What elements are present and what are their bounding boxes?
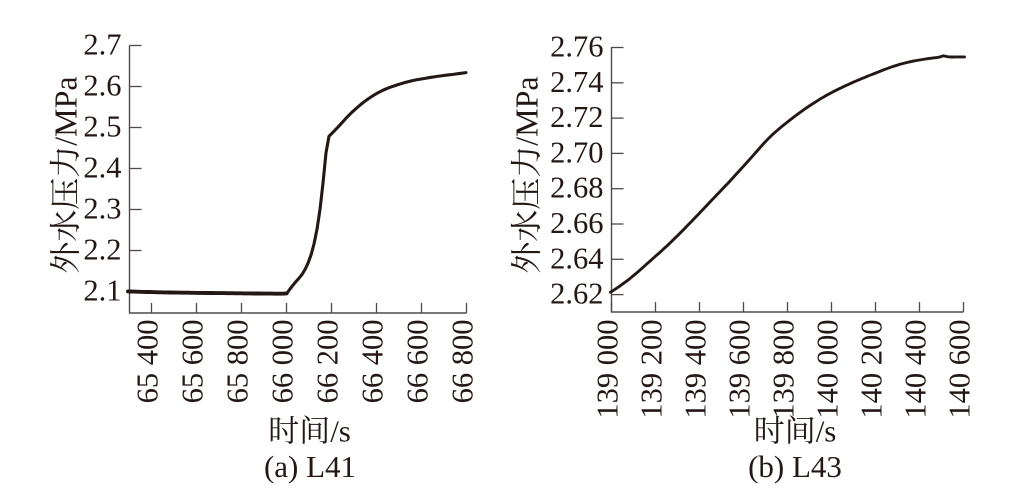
svg-text:65 400: 65 400: [131, 320, 165, 404]
svg-text:2.70: 2.70: [550, 135, 603, 169]
svg-text:139 800: 139 800: [767, 320, 801, 419]
svg-text:66 800: 66 800: [446, 320, 480, 404]
svg-text:/s: /s: [816, 414, 837, 449]
svg-text:(a) L41: (a) L41: [264, 449, 356, 484]
svg-text:139 400: 139 400: [679, 320, 713, 419]
svg-text:2.4: 2.4: [83, 151, 121, 185]
svg-text:2.6: 2.6: [83, 69, 121, 103]
svg-text:2.64: 2.64: [550, 241, 603, 275]
svg-text:66 000: 66 000: [266, 320, 300, 404]
svg-text:2.1: 2.1: [83, 274, 121, 308]
svg-text:(b) L43: (b) L43: [748, 449, 842, 484]
svg-text:66 600: 66 600: [401, 320, 435, 404]
svg-text:140 200: 140 200: [855, 320, 889, 419]
svg-text:139 000: 139 000: [591, 320, 625, 419]
svg-text:2.3: 2.3: [83, 192, 121, 226]
svg-text:66 400: 66 400: [356, 320, 390, 404]
svg-text:65 800: 65 800: [221, 320, 255, 404]
svg-text:2.74: 2.74: [550, 65, 603, 99]
svg-text:2.72: 2.72: [550, 100, 603, 134]
svg-text:2.68: 2.68: [550, 171, 603, 205]
svg-text:66 200: 66 200: [311, 320, 345, 404]
svg-text:2.7: 2.7: [83, 28, 121, 62]
svg-text:2.76: 2.76: [550, 30, 603, 64]
svg-text:65 600: 65 600: [176, 320, 210, 404]
svg-text:2.2: 2.2: [83, 233, 121, 267]
svg-text:/MPa: /MPa: [48, 76, 84, 145]
svg-text:139 200: 139 200: [635, 320, 669, 419]
svg-text:2.5: 2.5: [83, 110, 121, 144]
svg-text:140 400: 140 400: [899, 320, 933, 419]
svg-text:139 600: 139 600: [723, 320, 757, 419]
svg-text:/MPa: /MPa: [509, 76, 545, 145]
svg-text:2.66: 2.66: [550, 206, 603, 240]
svg-text:140 000: 140 000: [811, 320, 845, 419]
svg-text:2.62: 2.62: [550, 277, 603, 311]
svg-text:/s: /s: [330, 414, 351, 449]
svg-text:140 600: 140 600: [943, 320, 977, 419]
